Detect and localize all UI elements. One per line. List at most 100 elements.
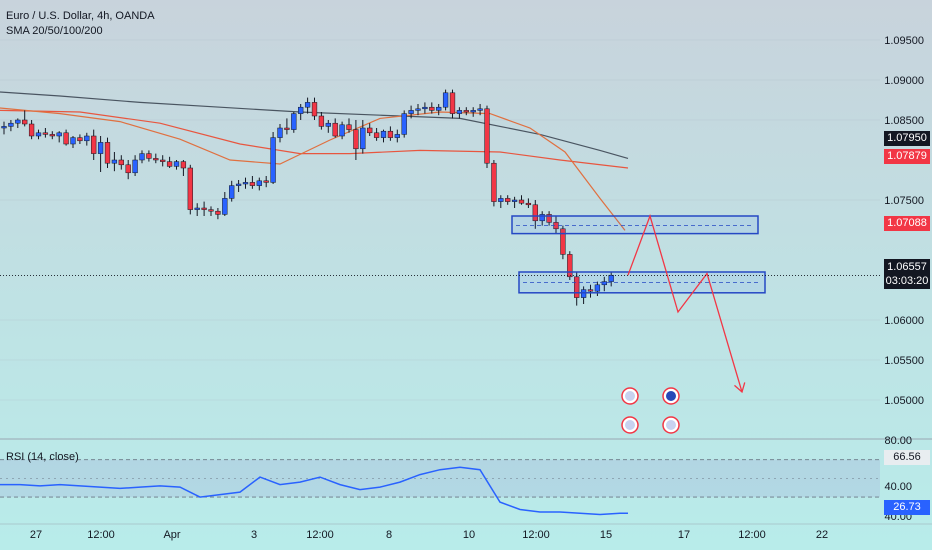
candle-body [201,207,207,210]
candle-body [1,126,7,129]
time-axis-label: 15 [600,529,612,541]
candle-body [511,199,518,202]
candle-body [63,132,69,145]
time-axis-label: 12:00 [306,529,334,541]
price-axis-label: 1.09000 [884,75,924,87]
candle-body [194,207,200,210]
candle-body [456,110,463,114]
sma-line [0,109,629,169]
sma-line [0,107,626,231]
price-axis-label: 1.05000 [884,395,924,407]
candle-body [277,127,283,138]
candle-body [546,214,552,223]
candle-body [132,159,138,174]
candle-body [222,198,228,215]
candle-body [505,198,511,202]
time-axis[interactable]: 27 12:00 Apr 3 12:00 8 10 12:00 15 17 12:00 22 [0,523,932,541]
candle-body [208,209,214,212]
candle-body [346,124,352,130]
price-axis-label: 1.05500 [884,355,924,367]
candle-body [235,183,242,186]
candle-body [42,132,49,135]
candle-body [594,284,601,292]
candle-body [401,113,407,135]
candle-body [525,202,532,206]
symbol-title[interactable]: Euro / U.S. Dollar, 4h, OANDA [6,10,155,22]
bar-countdown: 03:03:20 [885,275,929,287]
economic-event-icons[interactable] [621,387,680,434]
grid-lines [0,39,880,401]
price-axis[interactable]: 1.09500 1.09000 1.08500 1.07500 1.06000 1.055… [884,35,924,523]
sma-line [0,91,629,159]
candle-body [111,159,118,164]
candle-body [367,127,373,134]
candle-body [56,132,62,137]
sma-lines [0,91,629,231]
sma-dark-price-tag: 1.07950 [884,131,930,146]
candle-body [187,167,193,210]
time-axis-label: 17 [678,529,690,541]
rsi-legend[interactable]: RSI (14, close) [6,451,79,463]
candle-body [325,122,331,127]
candle-body [567,254,573,278]
candle-body [394,134,400,138]
time-axis-label: 12:00 [522,529,550,541]
time-axis-label: 3 [251,529,257,541]
rsi-value-tag-a: 66.56 [884,450,930,465]
candle-body [49,134,55,137]
rsi-value-tag-b: 26.73 [884,500,930,515]
time-axis-label: 10 [463,529,475,541]
candle-body [574,276,580,298]
candle-body [77,137,83,142]
event-flag-icon [625,420,635,430]
time-axis-label: 8 [386,529,392,541]
price-axis-label: 1.07500 [884,195,924,207]
candle-body [35,132,42,137]
candle-body [284,127,290,130]
time-axis-label: 27 [30,529,42,541]
price-axis-label: 1.09500 [884,35,924,47]
event-flag-icon [666,391,676,401]
candle-body [498,198,504,202]
rsi-axis-label: 80.00 [884,435,912,447]
candle-body [139,153,145,161]
candle-body [91,135,97,154]
sma-orange-price-tag: 1.07088 [884,216,930,231]
event-flag-icon [666,420,676,430]
candle-body [263,180,269,183]
candle-body [484,108,490,164]
candle-body [311,102,318,117]
candle-body [215,210,221,215]
candle-body [249,182,256,186]
candle-body [84,135,90,142]
candle-body [477,108,483,111]
indicator-title[interactable]: SMA 20/50/100/200 [6,25,103,37]
candle-body [436,106,442,111]
time-axis-label: Apr [163,529,180,541]
event-flag-icon [625,391,635,401]
candle-body [270,137,276,183]
support-resistance-zones[interactable] [511,215,766,294]
candle-body [491,162,497,202]
candle-body [8,122,14,127]
candle-body [470,110,476,113]
candle-body [415,108,421,111]
rsi-panel [0,438,932,516]
candle-body [180,161,187,169]
candle-body [442,92,449,108]
last-price-tag: 1.06557 03:03:20 [884,259,930,289]
projection-arrow[interactable] [627,213,746,394]
candle-body [166,161,173,167]
candle-body [173,161,180,167]
candle-body [580,289,587,298]
candle-body [22,119,28,125]
zone-box [511,215,759,235]
candle-body [291,113,297,130]
candle-body [104,142,111,164]
candle-body [380,130,387,138]
candle-body [587,289,594,292]
candle-body [408,110,414,114]
projection-line [627,213,743,393]
chart-legend: Euro / U.S. Dollar, 4h, OANDA SMA 20/50/… [6,9,155,39]
